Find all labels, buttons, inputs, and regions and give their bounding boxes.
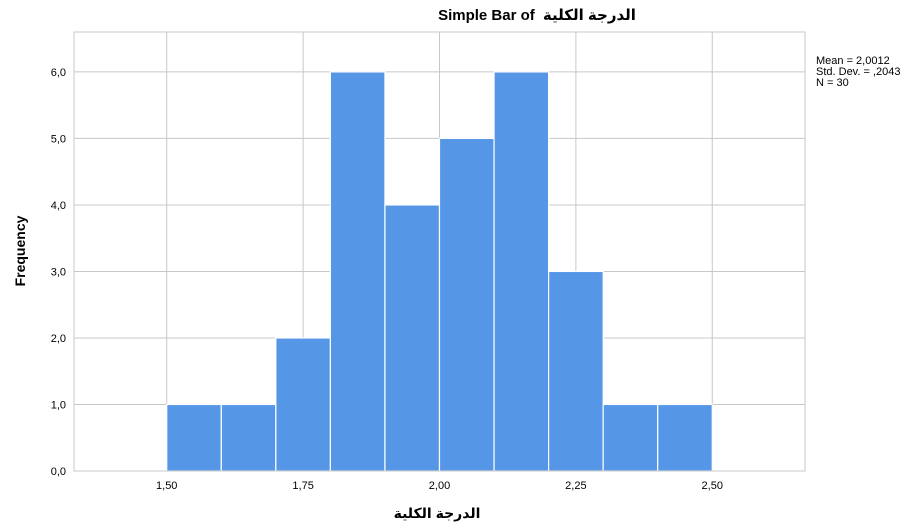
stats-mean: Mean = 2,0012 bbox=[816, 55, 890, 67]
histogram-bar bbox=[548, 270, 604, 472]
y-tick-label: 2,0 bbox=[51, 333, 66, 345]
histogram-bar bbox=[384, 204, 441, 472]
y-tick-label: 1,0 bbox=[51, 399, 66, 411]
stats-std-dev: Std. Dev. = ,2043 bbox=[816, 66, 901, 78]
y-tick-labels: 0,0 1,0 2,0 3,0 4,0 5,0 6,0 bbox=[51, 67, 66, 478]
chart-title-arabic: الدرجة الكلية bbox=[543, 7, 636, 24]
y-tick-label: 5,0 bbox=[51, 133, 66, 145]
x-axis-title: الدرجة الكلية bbox=[394, 505, 481, 521]
x-tick-label: 2,50 bbox=[702, 480, 723, 492]
x-tick-label: 2,25 bbox=[565, 480, 586, 492]
chart-title: Simple Bar of الدرجة الكلية bbox=[438, 7, 636, 24]
histogram-bar bbox=[275, 337, 331, 472]
y-tick-label: 3,0 bbox=[51, 266, 66, 278]
stats-n: N = 30 bbox=[816, 77, 849, 89]
histogram-bar bbox=[493, 71, 550, 472]
y-tick-label: 6,0 bbox=[51, 67, 66, 79]
x-tick-label: 1,75 bbox=[292, 480, 313, 492]
histogram-bar bbox=[602, 403, 659, 472]
histogram-bar bbox=[166, 403, 222, 472]
y-tick-label: 4,0 bbox=[51, 200, 66, 212]
histogram-bar bbox=[329, 71, 386, 472]
x-tick-label: 1,50 bbox=[156, 480, 177, 492]
y-tick-label: 0,0 bbox=[51, 466, 66, 478]
histogram-bar bbox=[438, 137, 495, 472]
histogram-bar bbox=[220, 403, 277, 472]
bars-group bbox=[166, 71, 713, 472]
x-tick-label: 2,00 bbox=[429, 480, 450, 492]
x-tick-labels: 1,50 1,75 2,00 2,25 2,50 bbox=[156, 480, 723, 492]
y-axis-title: Frequency bbox=[12, 215, 28, 286]
histogram-bar bbox=[657, 403, 713, 472]
chart-title-latin: Simple Bar of bbox=[438, 7, 536, 24]
